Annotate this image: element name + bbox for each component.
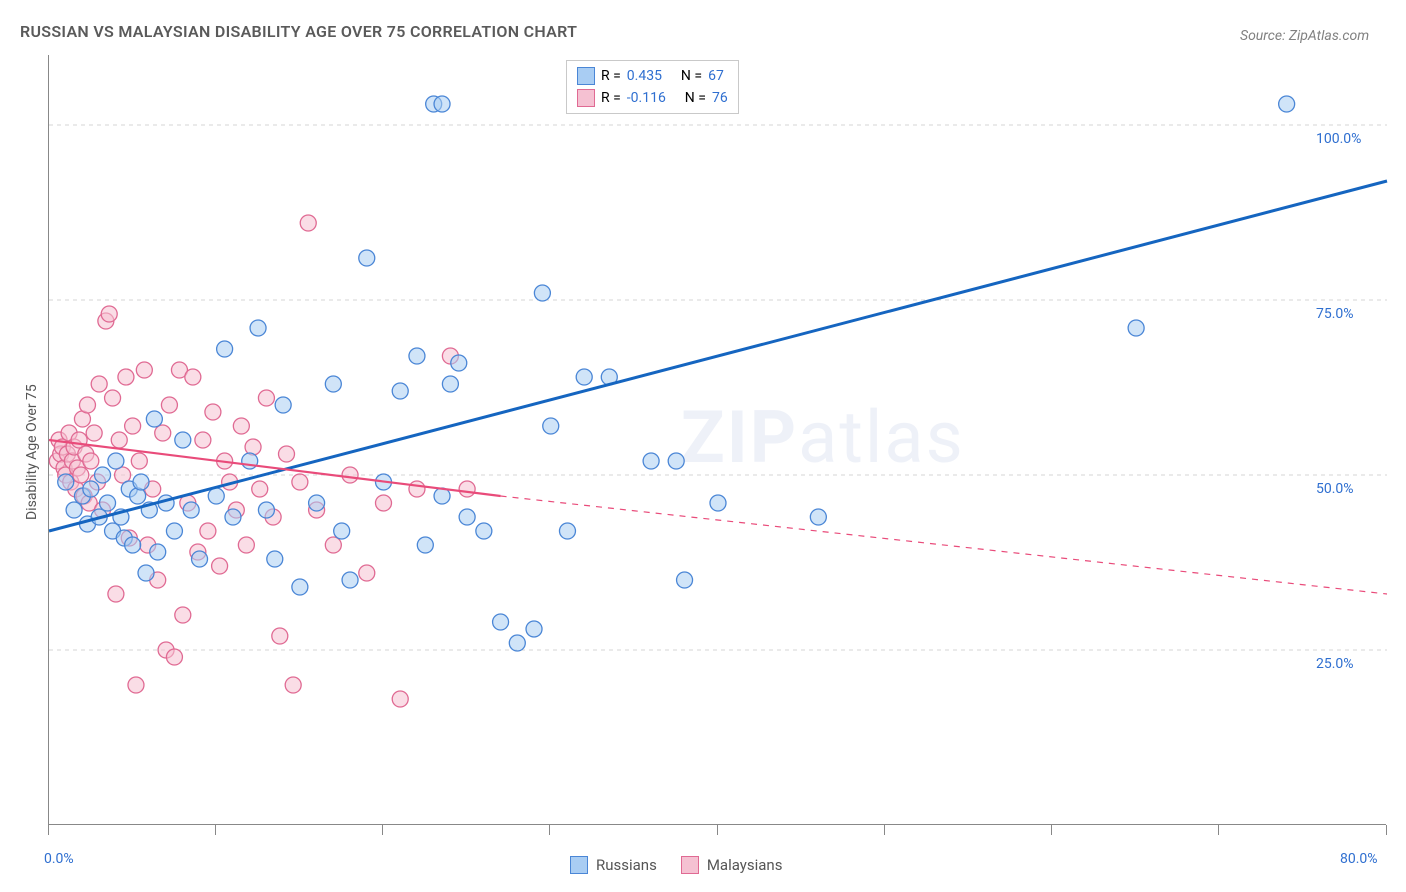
r-label: R = xyxy=(601,68,621,84)
n-value-malaysians: 76 xyxy=(712,90,728,106)
y-tick-label: 25.0% xyxy=(1316,656,1354,672)
y-tick-label: 100.0% xyxy=(1316,131,1361,147)
y-tick-label: 75.0% xyxy=(1316,306,1354,322)
x-tick xyxy=(1218,825,1219,835)
n-label: N = xyxy=(681,68,702,84)
legend-item-russians: Russians xyxy=(570,856,657,874)
series-legend: Russians Malaysians xyxy=(570,856,782,874)
x-tick xyxy=(1386,825,1387,835)
legend-row-russians: R = 0.435 N = 67 xyxy=(577,65,728,87)
x-tick xyxy=(549,825,550,835)
y-tick-label: 50.0% xyxy=(1316,481,1354,497)
x-tick-label: 0.0% xyxy=(44,851,74,867)
legend-row-malaysians: R = -0.116 N = 76 xyxy=(577,87,728,109)
swatch-malaysians xyxy=(681,856,699,874)
y-axis-label: Disability Age Over 75 xyxy=(24,384,40,520)
swatch-russians xyxy=(577,67,595,85)
swatch-russians xyxy=(570,856,588,874)
swatch-malaysians xyxy=(577,89,595,107)
x-tick xyxy=(382,825,383,835)
source-attribution: Source: ZipAtlas.com xyxy=(1240,28,1369,44)
chart-title: RUSSIAN VS MALAYSIAN DISABILITY AGE OVER… xyxy=(20,22,577,41)
x-tick xyxy=(215,825,216,835)
legend-label: Russians xyxy=(596,856,657,874)
x-tick xyxy=(717,825,718,835)
x-tick xyxy=(884,825,885,835)
n-label: N = xyxy=(685,90,706,106)
r-label: R = xyxy=(601,90,621,106)
x-tick xyxy=(1051,825,1052,835)
r-value-malaysians: -0.116 xyxy=(627,90,666,106)
x-tick xyxy=(48,825,49,835)
plot-area: ZIPatlas xyxy=(48,55,1386,825)
n-value-russians: 67 xyxy=(708,68,724,84)
scatter-svg xyxy=(49,55,1386,824)
legend-label: Malaysians xyxy=(707,856,783,874)
r-value-russians: 0.435 xyxy=(627,68,662,84)
x-tick-label: 80.0% xyxy=(1340,851,1378,867)
correlation-legend: R = 0.435 N = 67 R = -0.116 N = 76 xyxy=(566,60,739,114)
legend-item-malaysians: Malaysians xyxy=(681,856,783,874)
